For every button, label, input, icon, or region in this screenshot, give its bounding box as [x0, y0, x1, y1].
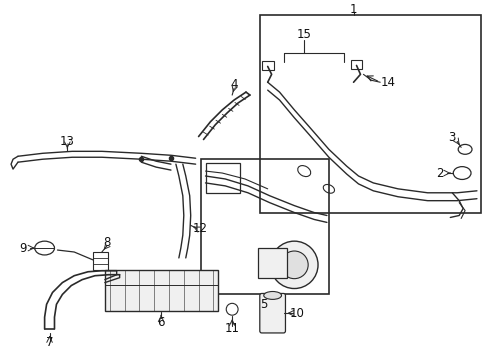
- Circle shape: [280, 251, 307, 279]
- Bar: [205, 163, 240, 193]
- Circle shape: [270, 241, 317, 288]
- Text: 14: 14: [380, 76, 395, 89]
- Bar: [261, 60, 273, 71]
- Text: 8: 8: [103, 236, 110, 249]
- Bar: [257, 248, 287, 278]
- Text: 9: 9: [19, 242, 27, 255]
- Text: 3: 3: [447, 131, 455, 144]
- Text: 12: 12: [193, 222, 208, 235]
- Text: 10: 10: [289, 307, 304, 320]
- Bar: [259, 15, 480, 212]
- Text: 6: 6: [157, 316, 164, 329]
- Text: 2: 2: [435, 167, 442, 180]
- Bar: [104, 270, 218, 311]
- FancyBboxPatch shape: [259, 293, 285, 333]
- Text: 11: 11: [224, 323, 239, 336]
- Text: 1: 1: [349, 3, 357, 16]
- Bar: [93, 252, 107, 270]
- Bar: [350, 59, 362, 69]
- Ellipse shape: [263, 292, 281, 300]
- Text: 5: 5: [260, 298, 267, 311]
- Text: 4: 4: [230, 78, 237, 91]
- Text: 13: 13: [60, 135, 75, 148]
- Text: 7: 7: [46, 336, 53, 349]
- Text: 15: 15: [296, 28, 311, 41]
- Bar: [200, 159, 328, 294]
